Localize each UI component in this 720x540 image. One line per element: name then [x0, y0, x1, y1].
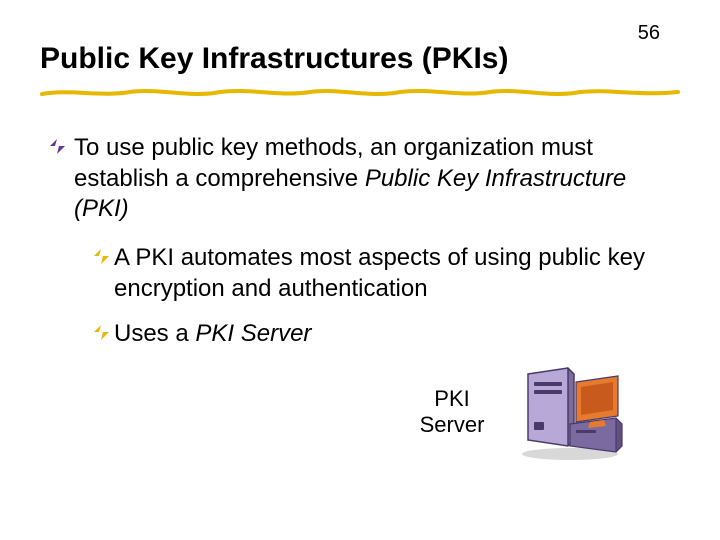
bullet-level2-text: Uses a PKI Server: [114, 319, 311, 350]
clipart-tower: [528, 368, 574, 446]
bullet-marker-icon: [92, 323, 112, 343]
page-number: 56: [638, 22, 660, 45]
server-clipart-icon: [510, 362, 630, 462]
slide-body: To use public key methods, an organizati…: [40, 133, 680, 349]
slide: 56 Public Key Infrastructures (PKIs) To …: [0, 0, 720, 540]
bullet-marker-icon: [92, 247, 112, 267]
bullet-level2: Uses a PKI Server: [92, 319, 680, 350]
bullet-level1-text: To use public key methods, an organizati…: [74, 133, 680, 225]
clipart-caption: PKI Server: [412, 386, 492, 439]
title-underline: [40, 86, 680, 100]
sub-bullets: A PKI automates most aspects of using pu…: [92, 243, 680, 349]
slide-title: Public Key Infrastructures (PKIs): [40, 42, 680, 76]
bullet-text-prefix: Uses a: [114, 320, 195, 347]
bullet-text-italic: PKI Server: [195, 320, 311, 347]
bullet-level2: A PKI automates most aspects of using pu…: [92, 243, 680, 304]
underline-stroke: [42, 91, 678, 94]
bullet-marker-icon: [48, 137, 68, 157]
bullet-level2-text: A PKI automates most aspects of using pu…: [114, 243, 680, 304]
bullet-level1: To use public key methods, an organizati…: [48, 133, 680, 225]
